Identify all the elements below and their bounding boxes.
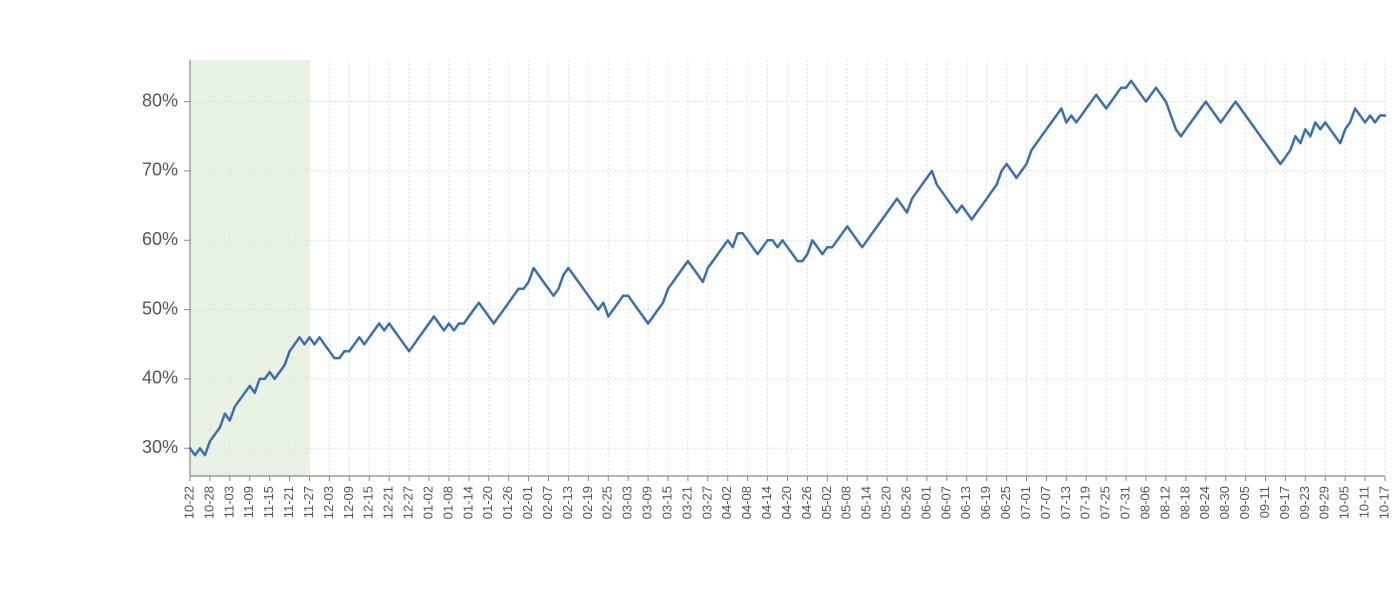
x-tick-label: 12-21	[381, 486, 396, 519]
x-tick-label: 07-31	[1118, 486, 1133, 519]
x-tick-label: 01-02	[420, 486, 435, 519]
y-tick-label: 60%	[142, 229, 178, 249]
x-tick-label: 03-27	[699, 486, 714, 519]
y-tick-label: 40%	[142, 368, 178, 388]
x-tick-label: 12-15	[361, 486, 376, 519]
x-tick-label: 06-07	[938, 486, 953, 519]
x-tick-label: 06-19	[978, 486, 993, 519]
x-tick-label: 05-08	[839, 486, 854, 519]
x-tick-label: 03-21	[679, 486, 694, 519]
x-tick-label: 10-22	[181, 486, 196, 519]
y-tick-label: 70%	[142, 160, 178, 180]
x-tick-label: 08-24	[1197, 486, 1212, 519]
x-tick-label: 05-26	[898, 486, 913, 519]
x-tick-label: 10-17	[1376, 486, 1391, 519]
x-tick-label: 08-06	[1137, 486, 1152, 519]
x-tick-label: 09-05	[1237, 486, 1252, 519]
x-tick-label: 05-20	[879, 486, 894, 519]
x-tick-label: 12-09	[341, 486, 356, 519]
x-tick-label: 03-03	[620, 486, 635, 519]
x-tick-label: 02-07	[540, 486, 555, 519]
x-tick-label: 11-15	[261, 486, 276, 518]
x-tick-label: 06-13	[958, 486, 973, 519]
x-tick-label: 01-26	[500, 486, 515, 519]
x-tick-label: 04-20	[779, 486, 794, 519]
x-tick-label: 07-13	[1058, 486, 1073, 519]
x-tick-label: 04-14	[759, 486, 774, 519]
x-tick-label: 03-09	[640, 486, 655, 519]
x-tick-label: 02-13	[560, 486, 575, 519]
x-tick-label: 01-08	[440, 486, 455, 519]
x-tick-label: 01-20	[480, 486, 495, 519]
x-tick-label: 10-11	[1357, 486, 1372, 518]
y-tick-label: 80%	[142, 90, 178, 110]
x-tick-label: 07-25	[1098, 486, 1113, 519]
x-tick-label: 08-18	[1177, 486, 1192, 519]
x-tick-label: 08-30	[1217, 486, 1232, 519]
x-tick-label: 09-29	[1317, 486, 1332, 519]
x-tick-label: 02-01	[520, 486, 535, 519]
x-tick-label: 01-14	[460, 486, 475, 519]
x-tick-label: 12-27	[401, 486, 416, 519]
x-tick-label: 12-03	[321, 486, 336, 519]
x-tick-label: 04-02	[719, 486, 734, 519]
y-tick-label: 50%	[142, 298, 178, 318]
x-tick-label: 06-25	[998, 486, 1013, 519]
x-tick-label: 04-08	[739, 486, 754, 519]
x-tick-label: 10-28	[201, 486, 216, 519]
x-tick-label: 06-01	[918, 486, 933, 519]
x-tick-label: 02-19	[580, 486, 595, 519]
x-tick-label: 05-02	[819, 486, 834, 519]
x-tick-label: 09-11	[1257, 486, 1272, 518]
x-tick-label: 02-25	[600, 486, 615, 519]
x-tick-label: 10-05	[1337, 486, 1352, 519]
x-tick-label: 11-27	[301, 486, 316, 518]
x-tick-label: 07-07	[1038, 486, 1053, 519]
x-tick-label: 07-19	[1078, 486, 1093, 519]
x-tick-label: 03-15	[659, 486, 674, 519]
x-tick-label: 11-03	[221, 486, 236, 518]
x-tick-label: 05-14	[859, 486, 874, 519]
y-tick-label: 30%	[142, 437, 178, 457]
x-tick-label: 09-17	[1277, 486, 1292, 519]
trend-chart: 30% 40% 50% 60% 70% 80% 10-22 10-28 11-03 11-09 11…	[0, 0, 1400, 600]
x-tick-label: 11-21	[281, 486, 296, 518]
x-tick-label: 08-12	[1157, 486, 1172, 519]
x-tick-label: 11-09	[241, 486, 256, 518]
x-tick-label: 04-26	[799, 486, 814, 519]
x-tick-label: 09-23	[1297, 486, 1312, 519]
x-tick-label: 07-01	[1018, 486, 1033, 519]
